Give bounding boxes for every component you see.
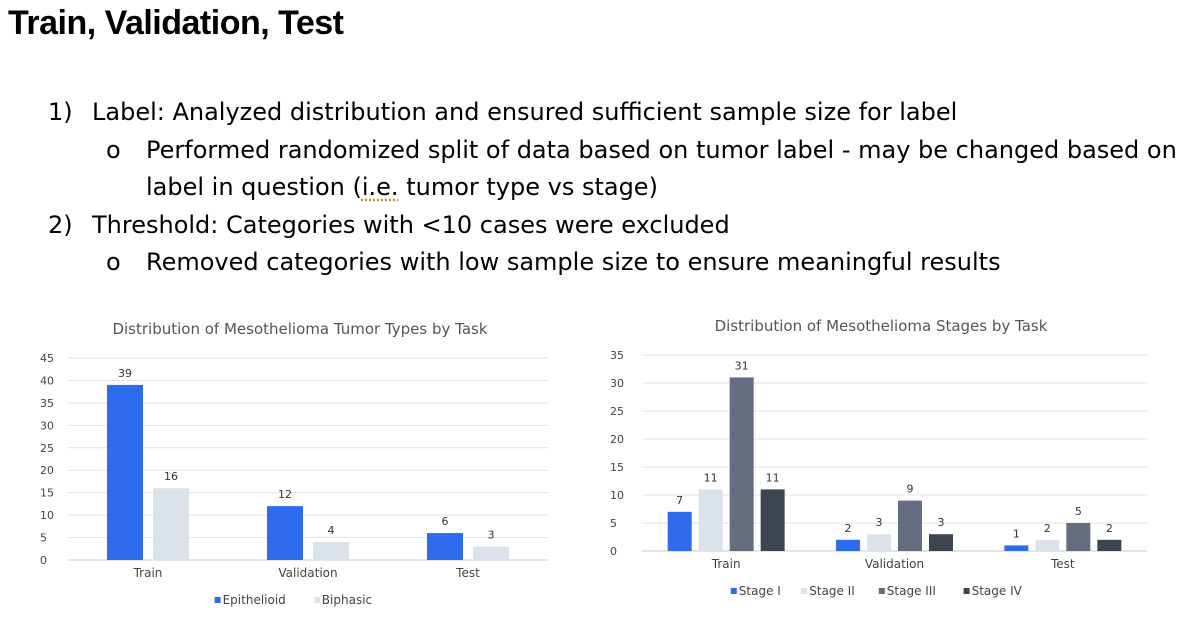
data-label: 2 (1044, 522, 1051, 535)
data-label: 16 (164, 470, 178, 483)
y-tick-label: 10 (610, 489, 624, 502)
bullet-list: 1) Label: Analyzed distribution and ensu… (48, 94, 1178, 282)
y-tick-label: 25 (40, 442, 54, 455)
bullet-text: Label: Analyzed distribution and ensured… (92, 98, 958, 126)
y-tick-label: 10 (40, 509, 54, 522)
bar (760, 489, 785, 551)
bar (929, 534, 953, 551)
y-tick-label: 30 (40, 419, 54, 432)
bullet-number: 1) (48, 98, 73, 126)
legend-label: Epithelioid (223, 593, 286, 607)
data-label: 5 (1075, 505, 1082, 518)
y-tick-label: 20 (40, 464, 54, 477)
data-label: 3 (488, 529, 495, 542)
data-label: 7 (676, 494, 683, 507)
bar (698, 489, 723, 551)
sub-bullet-marker: o (106, 248, 121, 276)
x-tick-label: Validation (278, 566, 337, 580)
bullet-number: 2) (48, 210, 73, 239)
bar (729, 377, 754, 551)
bar (1004, 545, 1029, 551)
bar (267, 506, 303, 560)
bar (1097, 539, 1122, 551)
data-label: 3 (938, 516, 945, 529)
y-tick-label: 25 (610, 405, 624, 418)
chart-title: Distribution of Mesothelioma Tumor Types… (112, 320, 487, 338)
y-tick-label: 5 (40, 532, 47, 545)
legend-swatch (730, 588, 737, 594)
data-label: 11 (704, 471, 718, 484)
data-label: 2 (845, 522, 852, 535)
legend-label: Stage IV (972, 584, 1023, 598)
bar (473, 546, 509, 560)
sub-bullet-marker: o (106, 135, 121, 164)
bullet-1: 1) Label: Analyzed distribution and ensu… (48, 94, 1178, 132)
bullet-2: 2) Threshold: Categories with <10 cases … (48, 207, 1178, 245)
y-tick-label: 30 (610, 377, 624, 390)
sub-bullet-2-1: o Removed categories with low sample siz… (48, 244, 1178, 282)
bar (313, 542, 349, 560)
stages-chart: Distribution of Mesothelioma Stages by T… (610, 317, 1147, 598)
x-tick-label: Train (711, 557, 741, 571)
bar (898, 500, 922, 551)
y-tick-label: 45 (40, 352, 54, 365)
data-label: 31 (735, 359, 749, 372)
bullet-text: Threshold: Categories with <10 cases wer… (92, 210, 730, 239)
data-label: 11 (766, 471, 780, 484)
data-label: 39 (118, 367, 132, 380)
bar (427, 533, 463, 560)
legend-label: Stage I (739, 584, 781, 598)
tumor-types-chart: Distribution of Mesothelioma Tumor Types… (40, 320, 548, 607)
bar (153, 488, 189, 560)
bar (836, 539, 860, 551)
legend-swatch (963, 588, 970, 594)
y-tick-label: 35 (40, 397, 54, 410)
slide-title: Train, Validation, Test (8, 4, 344, 42)
data-label: 1 (1013, 527, 1020, 540)
x-tick-label: Train (133, 566, 163, 580)
data-label: 4 (328, 524, 335, 537)
legend-label: Biphasic (322, 593, 372, 607)
sub-bullet-text: Performed randomized split of data based… (146, 135, 1177, 202)
y-tick-label: 15 (610, 461, 624, 474)
bar (1066, 523, 1091, 551)
chart-title: Distribution of Mesothelioma Stages by T… (715, 317, 1048, 335)
y-tick-label: 35 (610, 349, 624, 362)
legend-swatch (214, 597, 221, 603)
data-label: 6 (442, 515, 449, 528)
y-tick-label: 5 (610, 517, 617, 530)
data-label: 2 (1106, 522, 1113, 535)
bar (867, 534, 891, 551)
data-label: 12 (278, 488, 292, 501)
data-label: 9 (907, 483, 914, 496)
spellcheck-underlined-text: i.e. (361, 173, 399, 201)
y-tick-label: 15 (40, 487, 54, 500)
sub-bullet-text: Removed categories with low sample size … (146, 248, 1001, 276)
x-tick-label: Validation (865, 557, 924, 571)
x-tick-label: Test (1050, 557, 1075, 571)
legend-swatch (313, 597, 320, 603)
legend-label: Stage II (809, 584, 855, 598)
y-tick-label: 40 (40, 374, 54, 387)
data-label: 3 (876, 516, 883, 529)
bar (107, 384, 143, 560)
legend-swatch (801, 588, 808, 594)
x-tick-label: Test (455, 566, 480, 580)
bar (1035, 539, 1060, 551)
legend-label: Stage III (887, 584, 936, 598)
sub-bullet-1-1: o Performed randomized split of data bas… (48, 132, 1178, 207)
bar (667, 511, 692, 551)
y-tick-label: 20 (610, 433, 624, 446)
y-tick-label: 0 (40, 554, 47, 567)
y-tick-label: 0 (610, 545, 617, 558)
legend-swatch (878, 588, 885, 594)
